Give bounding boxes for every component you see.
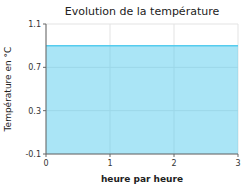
x-axis-line [46,154,238,155]
grid-line-x [46,24,47,154]
title: Evolution de la température [65,5,220,18]
plot-data [46,46,238,154]
x-tick [174,154,175,157]
chart: 0 1 2 3 -0.1 0.3 0.7 1.1 Evolution de la tempéra… [0,0,250,188]
axes: 0 1 2 3 -0.1 0.3 0.7 1.1 [25,20,240,168]
grid-line-y [46,24,238,25]
y-tick-label: -0.1 [25,150,41,159]
y-axis-label: Température en °C [3,47,13,133]
y-tick [43,154,46,155]
chart-container: 0 1 2 3 -0.1 0.3 0.7 1.1 Evolution de la tempéra… [0,0,250,188]
y-tick-label: 1.1 [28,20,41,29]
grid-line-y [46,154,238,155]
y-tick [43,110,46,111]
x-axis-label: heure par heure [101,174,183,184]
grid [46,24,238,154]
y-tick [43,24,46,25]
x-tick-label: 3 [235,159,240,168]
line [46,45,238,47]
x-tick-label: 1 [107,159,112,168]
x-tick [238,154,239,157]
x-tick-label: 0 [43,159,48,168]
x-tick [110,154,111,157]
y-axis-line [46,24,47,154]
y-tick-label: 0.3 [28,107,41,116]
x-tick-label: 2 [171,159,176,168]
y-tick-label: 0.7 [28,63,41,72]
area [46,46,238,154]
y-tick [43,67,46,68]
